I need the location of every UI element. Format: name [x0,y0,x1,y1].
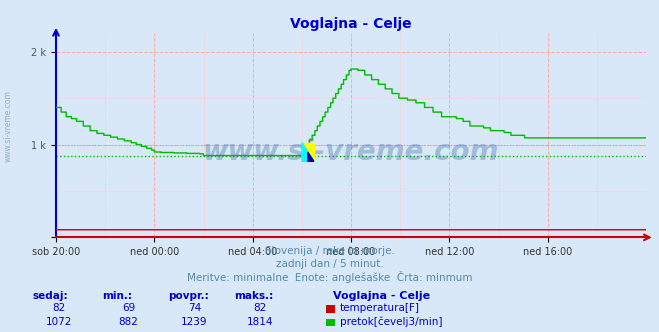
Text: min.:: min.: [102,291,132,301]
Polygon shape [308,152,314,161]
Text: Voglajna - Celje: Voglajna - Celje [333,291,430,301]
Text: maks.:: maks.: [234,291,273,301]
Text: 1814: 1814 [247,317,273,327]
Text: 82: 82 [254,303,267,313]
Text: Meritve: minimalne  Enote: anglešaške  Črta: minmum: Meritve: minimalne Enote: anglešaške Črt… [186,271,473,283]
Text: 74: 74 [188,303,201,313]
Polygon shape [302,143,314,161]
Text: sedaj:: sedaj: [33,291,69,301]
Text: povpr.:: povpr.: [168,291,209,301]
Text: zadnji dan / 5 minut.: zadnji dan / 5 minut. [275,259,384,269]
Text: www.si-vreme.com: www.si-vreme.com [203,138,499,166]
Text: Slovenija / reke in morje.: Slovenija / reke in morje. [264,246,395,256]
Text: 882: 882 [119,317,138,327]
Text: temperatura[F]: temperatura[F] [340,303,420,313]
Polygon shape [302,143,314,161]
Text: www.si-vreme.com: www.si-vreme.com [3,90,13,162]
Text: 1072: 1072 [46,317,72,327]
Text: pretok[čevelj3/min]: pretok[čevelj3/min] [340,316,443,327]
Text: 82: 82 [53,303,66,313]
Text: 69: 69 [122,303,135,313]
Text: 1239: 1239 [181,317,208,327]
Title: Voglajna - Celje: Voglajna - Celje [290,17,412,31]
